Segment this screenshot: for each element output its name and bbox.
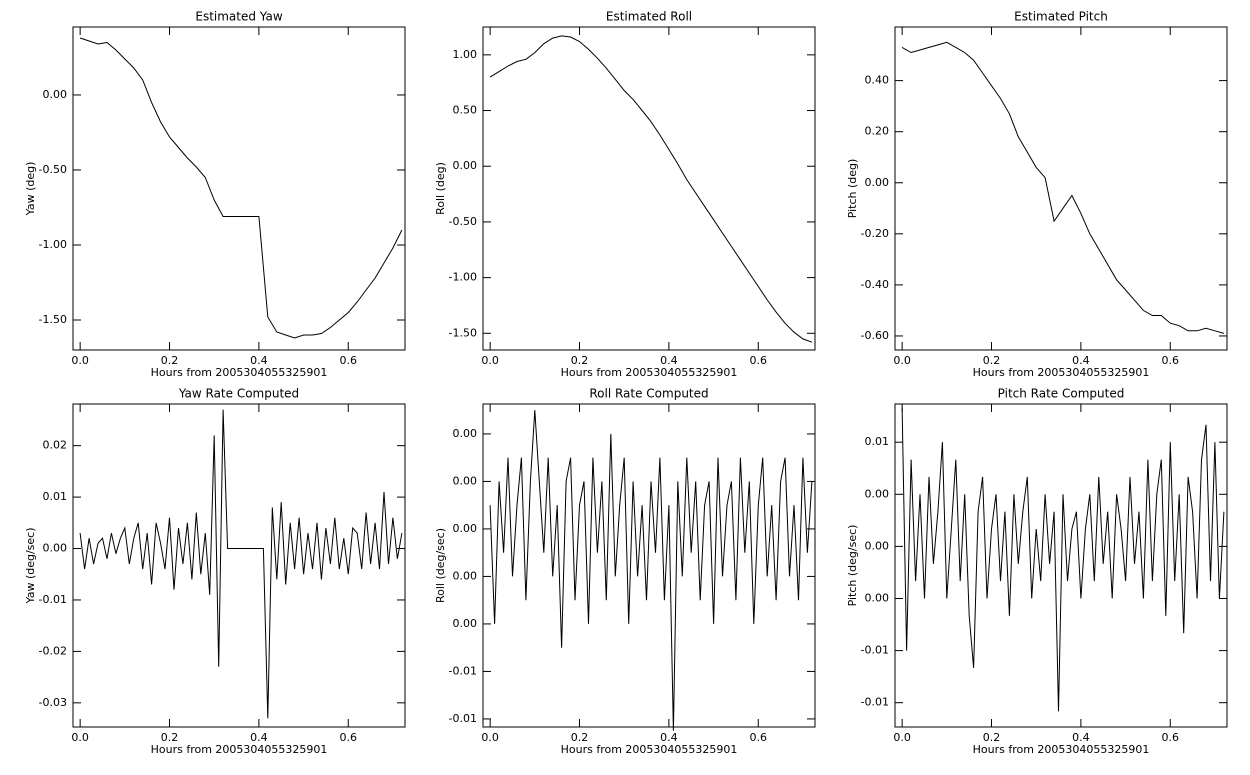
y-tick-label: 0.40 <box>865 74 890 87</box>
y-tick-label: 0.00 <box>453 427 478 440</box>
x-tick-label: 0.0 <box>481 731 499 744</box>
data-line <box>489 410 813 731</box>
x-axis-label: Hours from 2005304055325901 <box>151 366 328 379</box>
x-tick-label: 0.6 <box>1162 731 1180 744</box>
chart-title: Estimated Roll <box>606 10 692 24</box>
y-axis-label: Roll (deg) <box>434 162 447 215</box>
x-tick-label: 0.2 <box>161 731 179 744</box>
x-axis-label: Hours from 2005304055325901 <box>973 743 1150 756</box>
y-tick-label: 0.20 <box>865 125 890 138</box>
y-tick-label: -0.01 <box>861 644 889 657</box>
x-tick-label: 0.4 <box>1072 731 1090 744</box>
y-tick-label: -0.03 <box>39 696 67 709</box>
y-tick-label: -0.02 <box>39 644 67 657</box>
x-tick-label: 0.6 <box>340 354 358 367</box>
x-tick-label: 0.4 <box>660 731 678 744</box>
y-tick-label: 0.00 <box>453 617 478 630</box>
y-tick-label: 0.50 <box>453 104 478 117</box>
x-tick-label: 0.2 <box>571 731 589 744</box>
y-axis-label: Yaw (deg/sec) <box>24 527 37 604</box>
x-axis-label: Hours from 2005304055325901 <box>561 743 738 756</box>
x-tick-label: 0.4 <box>660 354 678 367</box>
y-tick-label: 0.00 <box>43 542 68 555</box>
y-tick-label: -0.50 <box>39 163 67 176</box>
plot-frame <box>72 403 406 728</box>
data-line <box>901 41 1225 334</box>
y-tick-label: 0.01 <box>865 435 890 448</box>
x-axis-label: Hours from 2005304055325901 <box>973 366 1150 379</box>
y-tick-label: -0.40 <box>861 278 889 291</box>
plot-frame <box>894 26 1228 351</box>
plot-frame <box>894 403 1228 728</box>
x-tick-label: 0.0 <box>481 354 499 367</box>
y-tick-label: 0.00 <box>453 159 478 172</box>
plot-frame <box>72 26 406 351</box>
data-line <box>79 409 403 719</box>
y-tick-label: 0.00 <box>865 539 890 552</box>
y-axis-label: Pitch (deg/sec) <box>846 525 859 607</box>
y-tick-label: 0.00 <box>453 569 478 582</box>
x-tick-label: 0.4 <box>1072 354 1090 367</box>
y-tick-label: -1.00 <box>449 271 477 284</box>
x-axis-label: Hours from 2005304055325901 <box>561 366 738 379</box>
chart-title: Roll Rate Computed <box>589 387 708 401</box>
y-tick-label: -0.01 <box>449 712 477 725</box>
data-line <box>489 35 813 343</box>
x-tick-label: 0.0 <box>71 354 89 367</box>
chart-title: Estimated Pitch <box>1014 10 1108 24</box>
y-tick-label: -0.60 <box>861 329 889 342</box>
y-tick-label: -0.50 <box>449 215 477 228</box>
x-tick-label: 0.4 <box>250 731 268 744</box>
y-tick-label: 0.00 <box>453 474 478 487</box>
plot-frame <box>482 403 816 728</box>
x-tick-label: 0.4 <box>250 354 268 367</box>
y-axis-label: Pitch (deg) <box>846 159 859 219</box>
chart-title: Yaw Rate Computed <box>178 387 299 401</box>
y-tick-label: 0.01 <box>43 490 68 503</box>
y-tick-label: 0.00 <box>865 487 890 500</box>
x-tick-label: 0.6 <box>340 731 358 744</box>
data-line <box>901 407 1225 712</box>
x-tick-label: 0.2 <box>571 354 589 367</box>
x-tick-label: 0.0 <box>893 354 911 367</box>
x-tick-label: 0.6 <box>750 731 768 744</box>
y-tick-label: -0.20 <box>861 227 889 240</box>
y-tick-label: -1.50 <box>39 313 67 326</box>
y-axis-label: Roll (deg/sec) <box>434 528 447 603</box>
y-axis-label: Yaw (deg) <box>24 162 37 217</box>
x-tick-label: 0.2 <box>983 731 1001 744</box>
y-tick-label: -0.01 <box>449 664 477 677</box>
chart-title: Pitch Rate Computed <box>998 387 1125 401</box>
x-axis-label: Hours from 2005304055325901 <box>151 743 328 756</box>
y-tick-label: 0.00 <box>453 522 478 535</box>
data-line <box>79 37 403 339</box>
y-tick-label: 1.00 <box>453 48 478 61</box>
x-tick-label: 0.2 <box>161 354 179 367</box>
y-tick-label: 0.02 <box>43 439 68 452</box>
y-tick-label: -0.01 <box>861 696 889 709</box>
x-tick-label: 0.6 <box>1162 354 1180 367</box>
y-tick-label: -0.01 <box>39 593 67 606</box>
x-tick-label: 0.2 <box>983 354 1001 367</box>
y-tick-label: 0.00 <box>43 88 68 101</box>
y-tick-label: 0.00 <box>865 591 890 604</box>
x-tick-label: 0.0 <box>893 731 911 744</box>
y-tick-label: -1.50 <box>449 326 477 339</box>
x-tick-label: 0.0 <box>71 731 89 744</box>
y-tick-label: -1.00 <box>39 238 67 251</box>
chart-title: Estimated Yaw <box>195 10 282 24</box>
y-tick-label: 0.00 <box>865 176 890 189</box>
x-tick-label: 0.6 <box>750 354 768 367</box>
plot-frame <box>482 26 816 351</box>
